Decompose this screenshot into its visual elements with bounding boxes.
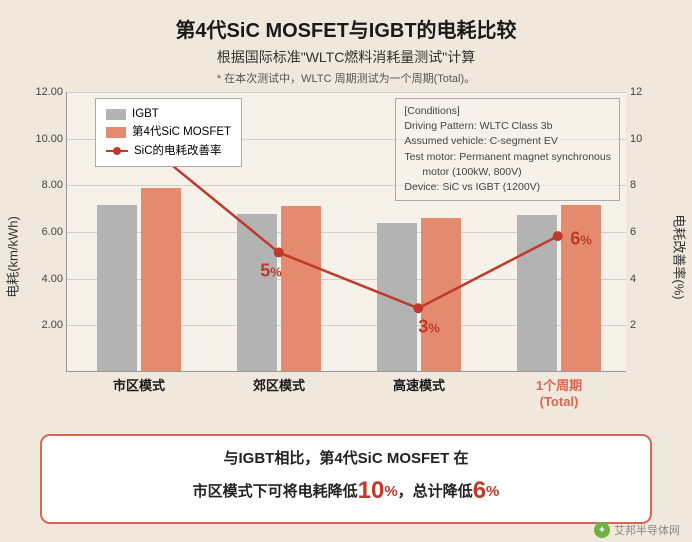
cond-line: motor (100kW, 800V) [404, 165, 611, 180]
bar-sic [421, 218, 461, 371]
x-category-label: 高速模式 [349, 378, 489, 394]
legend-swatch-sic [106, 127, 126, 138]
cond-line: Assumed vehicle: C-segment EV [404, 134, 611, 149]
bar-igbt [97, 205, 137, 371]
y-tick-left: 8.00 [29, 179, 63, 191]
bar-igbt [237, 214, 277, 372]
bar-igbt [517, 215, 557, 371]
bar-sic [281, 206, 321, 371]
y-tick-right: 8 [630, 179, 652, 191]
summary-text: ，总计降低 [398, 483, 473, 500]
summary-pct: % [486, 483, 499, 500]
chart-subtitle: 根据国际标准"WLTC燃料消耗量测试"计算 [0, 47, 692, 67]
chart-area: 电耗(km/kWh) 电耗改善率(%) IGBT 第4代SiC MOSFET S… [42, 92, 650, 422]
plot-region: IGBT 第4代SiC MOSFET SiC的电耗改善率 [Conditions… [66, 92, 626, 372]
cond-line: Test motor: Permanent magnet synchronous [404, 150, 611, 165]
y-tick-right: 10 [630, 133, 652, 145]
y-tick-right: 4 [630, 273, 652, 285]
legend-label-line: SiC的电耗改善率 [134, 142, 222, 160]
x-category-label: 郊区模式 [209, 378, 349, 394]
cond-line: Device: SiC vs IGBT (1200V) [404, 180, 611, 195]
summary-text: 与IGBT相比，第4代SiC MOSFET 在 [223, 450, 468, 467]
summary-text: 市区模式下可将电耗降低 [193, 483, 358, 500]
legend-swatch-line [106, 150, 128, 152]
legend-label-sic: 第4代SiC MOSFET [132, 123, 231, 141]
chart-title: 第4代SiC MOSFET与IGBT的电耗比较 [0, 14, 692, 43]
summary-big-number: 6 [473, 477, 486, 504]
conditions-box: [Conditions] Driving Pattern: WLTC Class… [395, 98, 620, 201]
watermark: ✦ 艾邦半导体网 [594, 522, 680, 538]
y-tick-left: 6.00 [29, 226, 63, 238]
y-axis-right-label: 电耗改善率(%) [671, 214, 690, 299]
bar-sic [141, 188, 181, 371]
line-point-label: 5% [260, 261, 282, 282]
y-axis-left-label: 电耗(km/kWh) [3, 216, 22, 298]
line-point-label: 3% [418, 317, 440, 338]
summary-box: 与IGBT相比，第4代SiC MOSFET 在 市区模式下可将电耗降低10%，总… [40, 434, 652, 524]
y-tick-left: 4.00 [29, 273, 63, 285]
chart-note: * 在本次测试中，WLTC 周期测试为一个周期(Total)。 [0, 70, 692, 86]
wechat-icon: ✦ [594, 522, 610, 538]
x-category-label: 市区模式 [69, 378, 209, 394]
legend-swatch-igbt [106, 109, 126, 120]
summary-big-number: 10 [358, 477, 385, 504]
y-tick-left: 12.00 [29, 86, 63, 98]
y-tick-left: 2.00 [29, 319, 63, 331]
y-tick-right: 6 [630, 226, 652, 238]
line-point-label: 6% [570, 228, 592, 249]
cond-title: [Conditions] [404, 104, 611, 119]
legend-label-igbt: IGBT [132, 105, 159, 123]
y-tick-right: 12 [630, 86, 652, 98]
y-tick-left: 10.00 [29, 133, 63, 145]
x-category-label: 1个周期 (Total) [489, 378, 629, 409]
watermark-text: 艾邦半导体网 [614, 522, 680, 538]
cond-line: Driving Pattern: WLTC Class 3b [404, 119, 611, 134]
y-tick-right: 2 [630, 319, 652, 331]
summary-pct: % [384, 483, 397, 500]
legend-box: IGBT 第4代SiC MOSFET SiC的电耗改善率 [95, 98, 242, 167]
bar-igbt [377, 223, 417, 371]
